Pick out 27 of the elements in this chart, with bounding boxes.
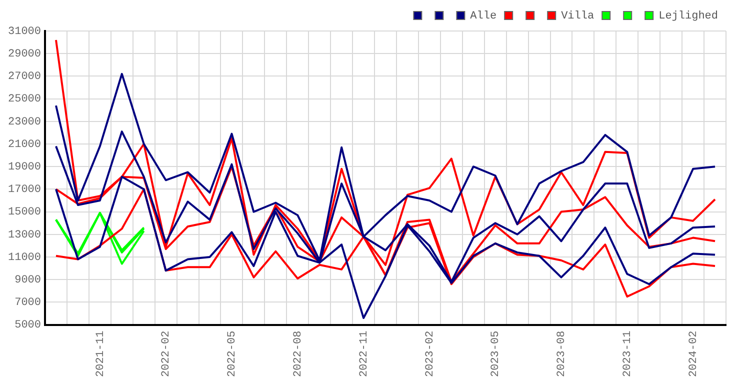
x-tick-label: 2022-02	[160, 330, 173, 378]
y-tick-label: 5000	[14, 320, 42, 332]
x-tick-label: 2022-05	[226, 330, 239, 378]
x-tick-label: 2023-08	[556, 330, 568, 378]
y-tick-label: 15000	[8, 206, 42, 219]
x-tick-label: 2023-02	[424, 330, 436, 378]
y-tick-label: 21000	[8, 138, 42, 151]
x-tick-label: 2024-02	[688, 330, 700, 378]
y-tick-label: 9000	[14, 274, 42, 286]
y-tick-label: 19000	[8, 162, 42, 174]
y-tick-label: 11000	[8, 252, 42, 264]
y-tick-label: 7000	[14, 297, 42, 310]
x-tick-label: 2023-11	[622, 330, 634, 378]
x-tick-label: 2023-05	[490, 330, 502, 378]
y-tick-label: 29000	[8, 48, 42, 61]
y-tick-label: 17000	[8, 184, 42, 196]
legend-label: Lejlighed	[658, 10, 718, 22]
y-tick-label: 27000	[8, 71, 42, 84]
x-tick-label: 2022-08	[292, 330, 305, 378]
x-tick-label: 2022-11	[358, 330, 370, 378]
y-tick-label: 25000	[8, 94, 42, 106]
y-tick-label: 23000	[8, 116, 42, 128]
x-tick-label: 2021-11	[94, 330, 107, 378]
legend-label: Villa	[561, 10, 594, 22]
y-tick-label: 13000	[8, 229, 42, 242]
legend-label: Alle	[470, 10, 497, 22]
y-tick-label: 31000	[8, 26, 42, 38]
